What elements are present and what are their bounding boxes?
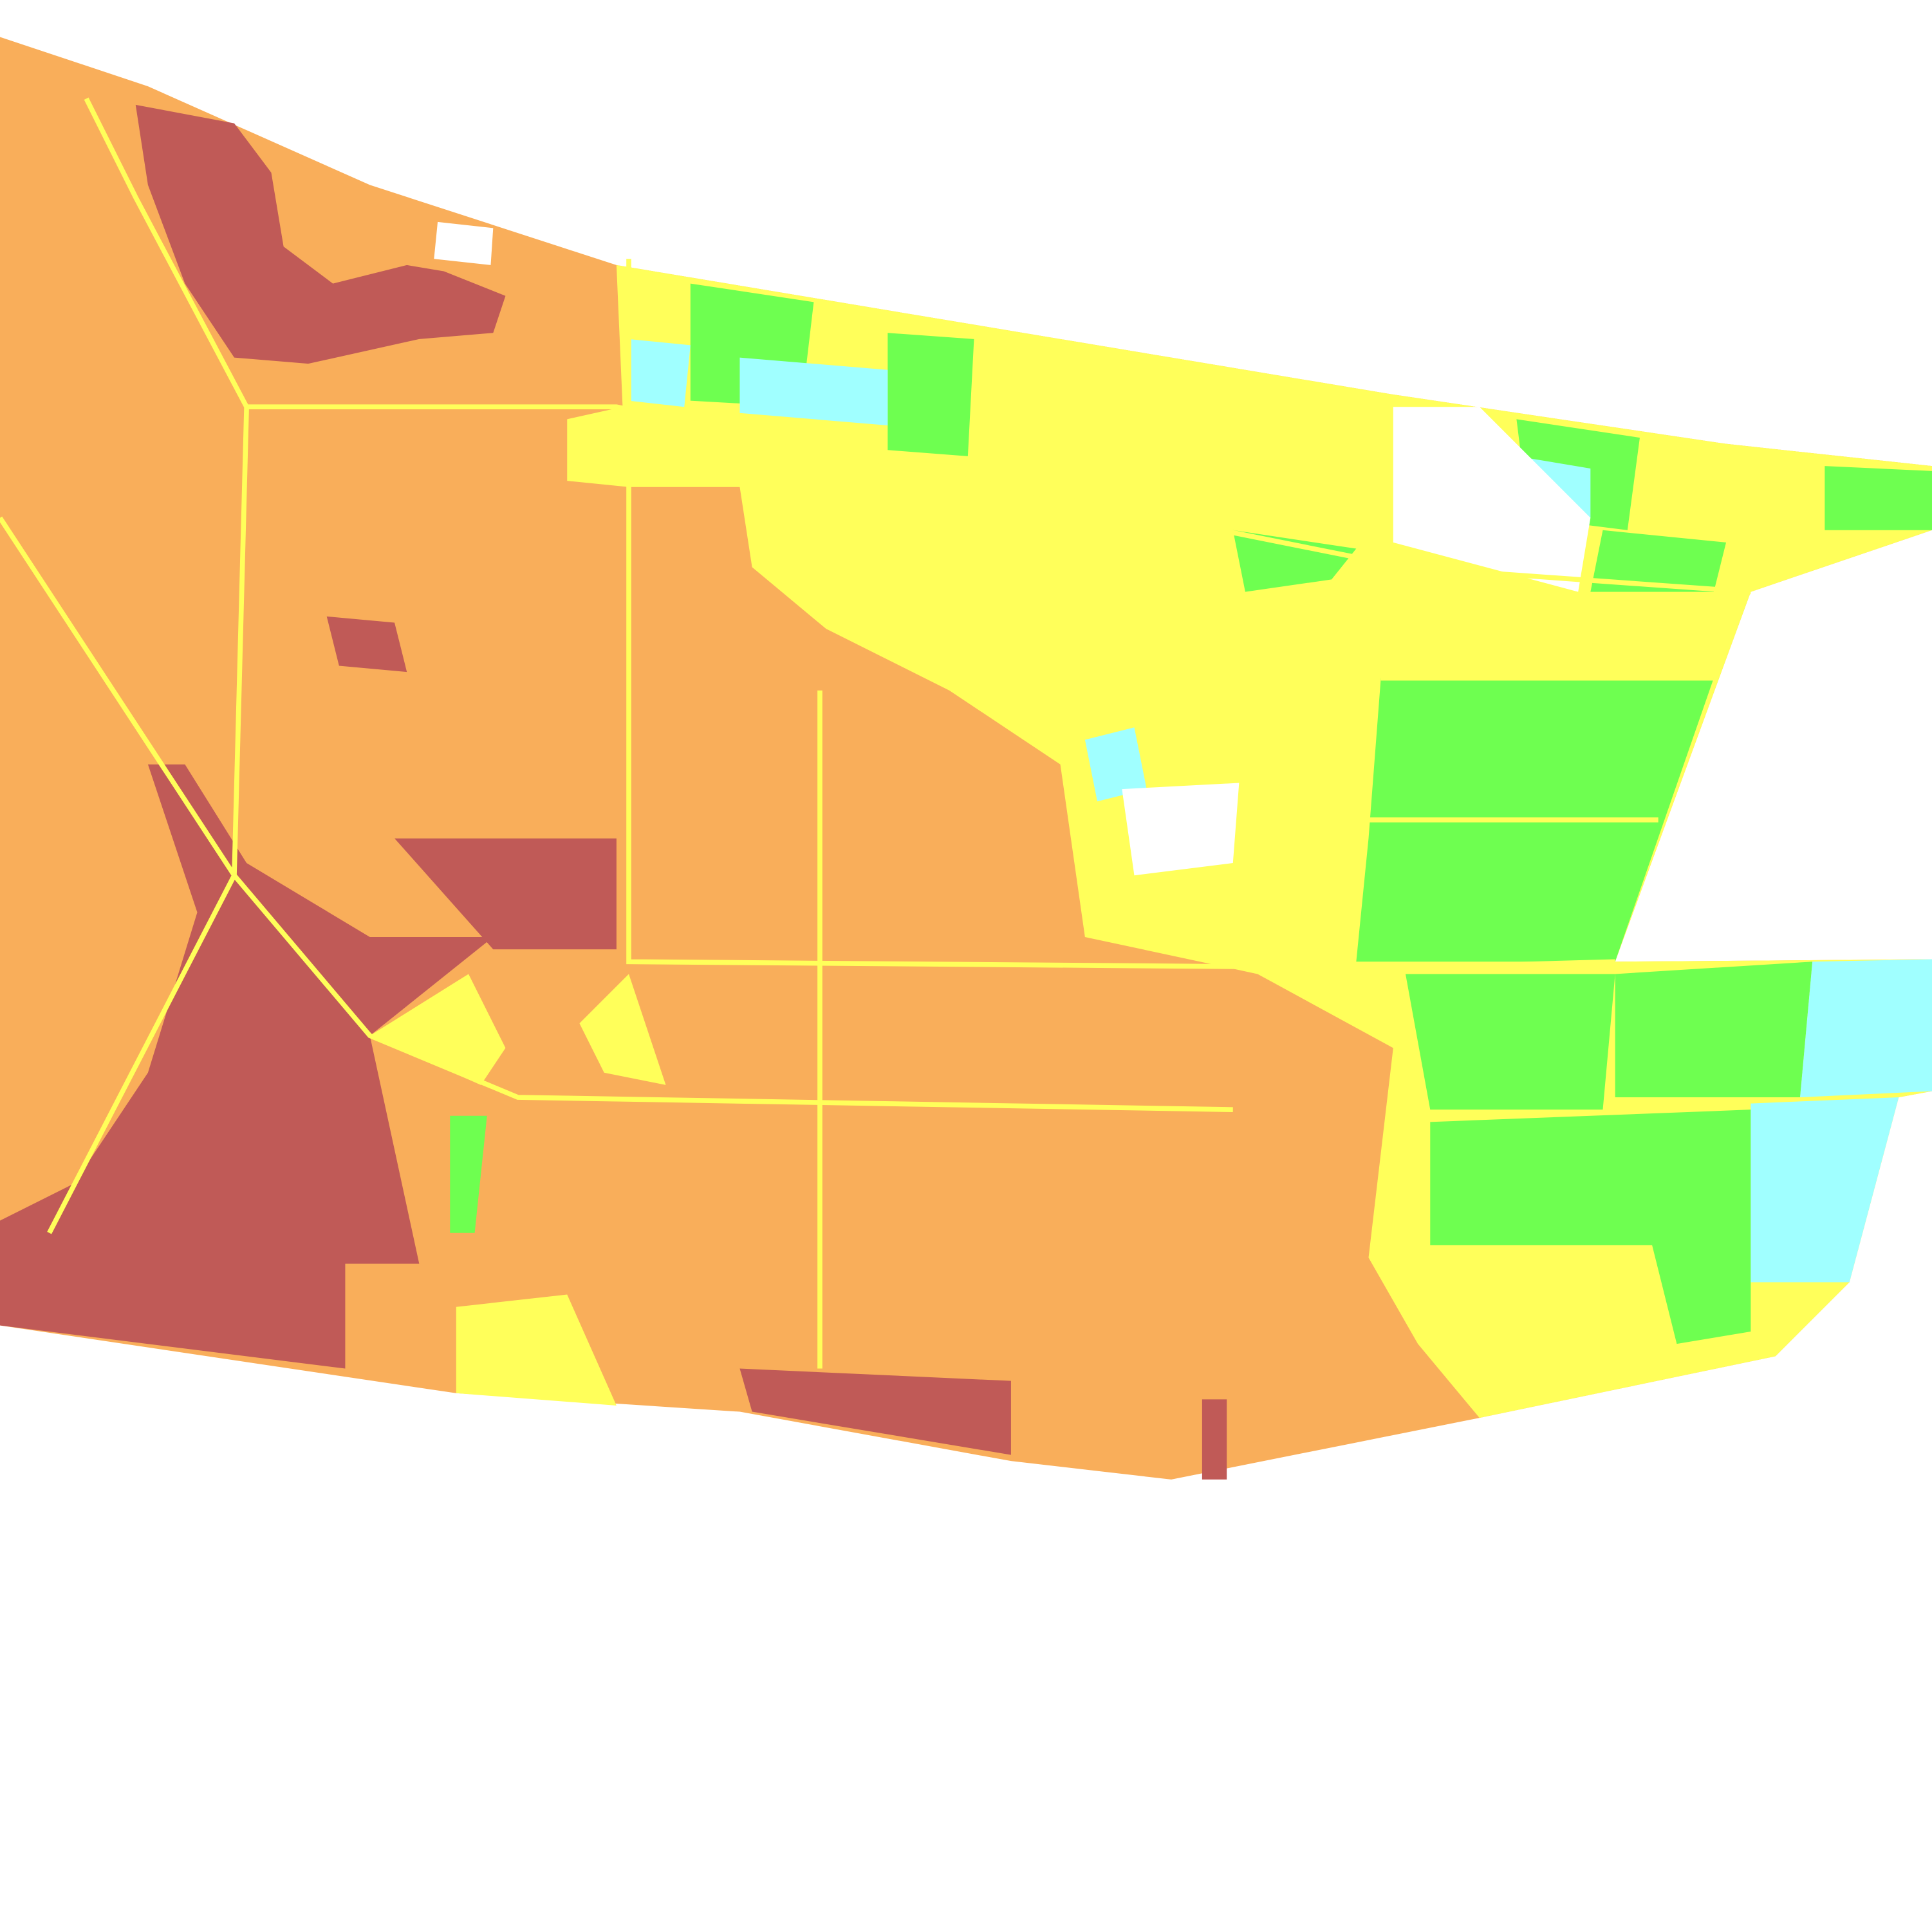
region-green-north-2 (887, 333, 974, 456)
region-cyan-southeast (1751, 1097, 1899, 1283)
region-green-north-3 (1232, 530, 1357, 592)
region-dark-red-northwest (135, 104, 506, 364)
region-dark-red-southwest (0, 764, 494, 1369)
region-yellow-center (369, 974, 506, 1085)
road (0, 516, 1233, 1113)
road (84, 97, 1751, 595)
nodata-hole-center (1122, 783, 1240, 876)
region-green-north-6 (1590, 530, 1727, 592)
region-dark-red-pond (326, 616, 407, 673)
region-cyan-east (1800, 959, 1932, 1098)
region-green-north-5 (1825, 466, 1932, 530)
region-green-east-4 (1430, 1110, 1751, 1344)
region-yellow-mid (579, 974, 666, 1085)
road-network (0, 97, 1751, 1369)
nodata-hole-northwest (434, 221, 494, 265)
region-dark-red-south (739, 1368, 1011, 1455)
region-green-east-2 (1405, 974, 1615, 1110)
road (626, 259, 1615, 971)
region-yellow-south (456, 1294, 617, 1406)
region-dark-red-center (395, 838, 617, 950)
nodata-hole-north (1393, 407, 1591, 592)
region-cyan-north-1 (629, 339, 691, 407)
region-cyan-north-2 (739, 357, 888, 425)
road (47, 407, 249, 1234)
region-green-east-3 (1615, 961, 1813, 1098)
region-green-west (450, 1115, 487, 1233)
region-dark-red-south-strip (1202, 1399, 1227, 1480)
region-cyan-center (1084, 727, 1147, 802)
